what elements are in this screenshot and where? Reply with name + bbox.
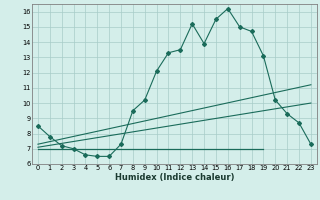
X-axis label: Humidex (Indice chaleur): Humidex (Indice chaleur)	[115, 173, 234, 182]
